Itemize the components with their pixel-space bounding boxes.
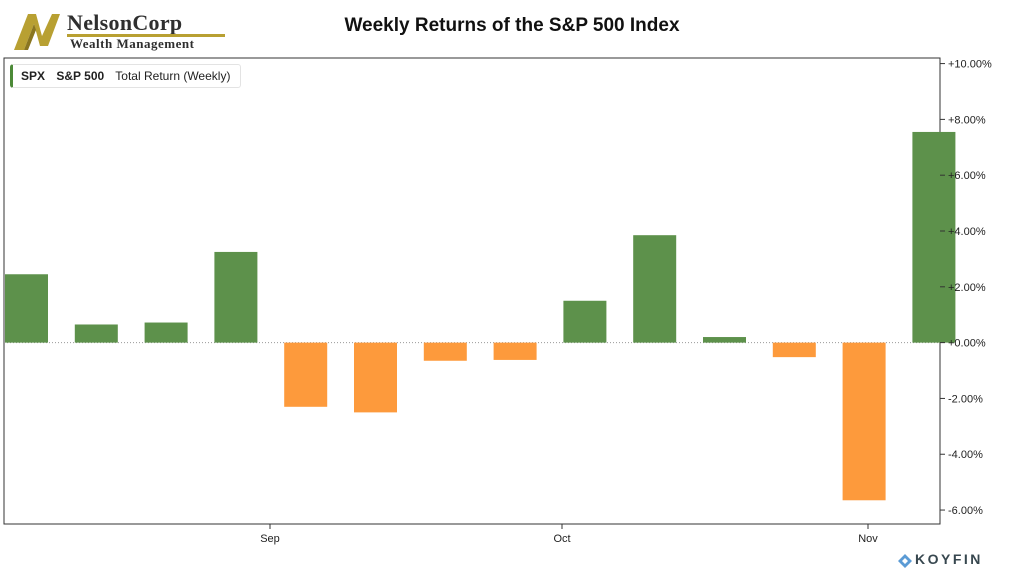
chart-legend[interactable]: SPX S&P 500 Total Return (Weekly) <box>10 64 242 88</box>
legend-series-name: S&P 500 <box>56 69 105 83</box>
x-tick-label: Sep <box>260 533 280 545</box>
x-tick-label: Nov <box>858 533 878 545</box>
y-tick-label: +10.00% <box>948 59 992 71</box>
x-tick-label: Oct <box>553 533 570 545</box>
y-tick-label: +6.00% <box>948 170 986 182</box>
bar-1[interactable] <box>5 274 48 343</box>
y-tick-label: +4.00% <box>948 226 986 238</box>
y-tick-label: -2.00% <box>948 393 983 405</box>
bar-2[interactable] <box>74 324 118 343</box>
bar-7[interactable] <box>423 342 467 361</box>
y-tick-label: +0.00% <box>948 338 986 350</box>
plot-frame <box>3 57 941 525</box>
y-tick-label: +8.00% <box>948 114 986 126</box>
legend-ticker: SPX <box>21 69 46 83</box>
bar-8[interactable] <box>493 342 537 360</box>
bar-6[interactable] <box>354 342 397 413</box>
legend-metric: Total Return (Weekly) <box>115 69 231 83</box>
bar-14[interactable] <box>912 131 956 343</box>
koyfin-brand: KOYFIN <box>915 551 983 567</box>
bar-5[interactable] <box>284 342 328 407</box>
y-tick-label: -4.00% <box>948 449 983 461</box>
y-tick-label: -6.00% <box>948 505 983 517</box>
logo-n-icon <box>14 14 60 50</box>
bar-3[interactable] <box>144 322 188 343</box>
nelsoncorp-logo: NelsonCorp Wealth Management <box>10 8 235 54</box>
chart-title: Weekly Returns of the S&P 500 Index <box>344 15 680 36</box>
logo-subtitle: Wealth Management <box>70 36 195 51</box>
logo-divider <box>67 34 225 37</box>
logo-name: NelsonCorp <box>67 10 183 35</box>
bar-10[interactable] <box>633 235 677 343</box>
koyfin-logo-icon <box>898 554 912 568</box>
y-tick-label: +2.00% <box>948 282 986 294</box>
bar-4[interactable] <box>214 251 258 343</box>
bar-13[interactable] <box>842 342 886 501</box>
bar-12[interactable] <box>772 342 816 358</box>
bar-9[interactable] <box>563 300 607 343</box>
bar-11[interactable] <box>703 337 746 343</box>
